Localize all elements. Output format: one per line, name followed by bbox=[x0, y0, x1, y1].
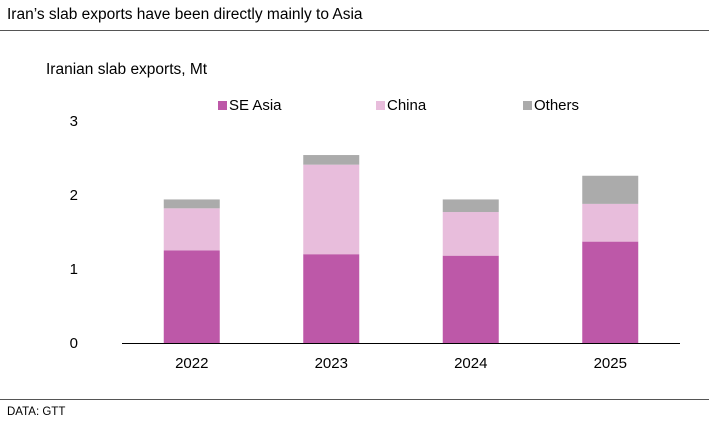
y-tick-label: 3 bbox=[70, 113, 78, 130]
headline: Iran’s slab exports have been directly m… bbox=[7, 6, 363, 23]
legend-label: China bbox=[387, 97, 427, 114]
x-tick-label: 2025 bbox=[594, 355, 627, 372]
source-note: DATA: GTT bbox=[7, 406, 66, 418]
bar-china-2025 bbox=[582, 203, 639, 242]
bar-china-2023 bbox=[303, 164, 360, 255]
bar-se-asia-2022 bbox=[163, 250, 220, 343]
bar-china-2022 bbox=[163, 208, 220, 251]
legend-swatch-se-asia bbox=[218, 101, 227, 110]
bar-se-asia-2025 bbox=[582, 241, 639, 343]
legend-swatch-china bbox=[376, 101, 385, 110]
legend-label: Others bbox=[534, 97, 579, 114]
top-divider bbox=[0, 30, 709, 31]
bar-others-2022 bbox=[163, 199, 220, 209]
x-tick-label: 2023 bbox=[315, 355, 348, 372]
bar-china-2024 bbox=[442, 212, 499, 256]
chart-title: Iranian slab exports, Mt bbox=[46, 61, 208, 78]
bar-se-asia-2023 bbox=[303, 254, 360, 343]
bar-others-2024 bbox=[442, 199, 499, 213]
bar-others-2025 bbox=[582, 175, 639, 204]
bar-others-2023 bbox=[303, 155, 360, 165]
legend-label: SE Asia bbox=[229, 97, 282, 114]
x-tick-label: 2024 bbox=[454, 355, 487, 372]
y-tick-label: 1 bbox=[70, 261, 78, 278]
bottom-divider bbox=[0, 399, 709, 400]
x-tick-label: 2022 bbox=[175, 355, 208, 372]
legend-swatch-others bbox=[523, 101, 532, 110]
y-tick-label: 2 bbox=[70, 187, 78, 204]
bar-se-asia-2024 bbox=[442, 255, 499, 343]
y-tick-label: 0 bbox=[70, 335, 78, 352]
